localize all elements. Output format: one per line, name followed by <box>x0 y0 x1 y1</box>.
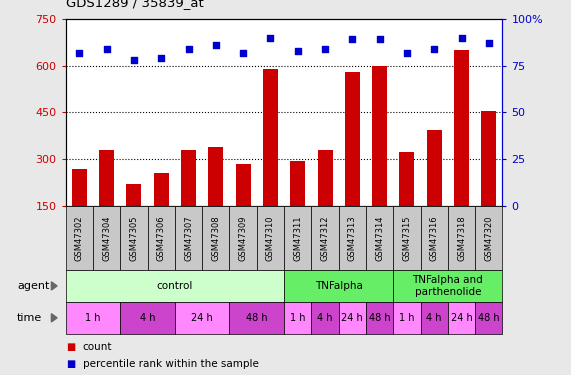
Point <box>375 36 384 42</box>
Text: count: count <box>83 342 112 352</box>
Text: GSM47320: GSM47320 <box>484 215 493 261</box>
Point <box>75 50 84 55</box>
Text: time: time <box>17 313 42 323</box>
Text: percentile rank within the sample: percentile rank within the sample <box>83 359 259 369</box>
Bar <box>72 169 87 206</box>
Text: ■: ■ <box>66 342 75 352</box>
Text: 48 h: 48 h <box>478 313 500 323</box>
Text: 48 h: 48 h <box>246 313 268 323</box>
Text: agent: agent <box>17 281 50 291</box>
Text: GSM47308: GSM47308 <box>211 215 220 261</box>
Bar <box>208 147 223 206</box>
Text: 24 h: 24 h <box>451 313 472 323</box>
Text: GSM47313: GSM47313 <box>348 215 357 261</box>
Bar <box>126 184 142 206</box>
Text: GSM47318: GSM47318 <box>457 215 466 261</box>
Point <box>320 46 329 52</box>
Text: 4 h: 4 h <box>317 313 333 323</box>
Point <box>457 34 466 40</box>
Point <box>429 46 439 52</box>
Bar <box>317 150 332 206</box>
Text: GSM47312: GSM47312 <box>320 215 329 261</box>
Bar <box>154 173 168 206</box>
Point <box>293 48 302 54</box>
Bar <box>400 152 415 206</box>
Text: TNFalpha: TNFalpha <box>315 281 363 291</box>
Bar <box>99 150 114 206</box>
Text: 4 h: 4 h <box>140 313 155 323</box>
Text: 24 h: 24 h <box>341 313 363 323</box>
Point <box>156 55 166 61</box>
Text: GSM47305: GSM47305 <box>130 215 138 261</box>
Point <box>484 40 493 46</box>
Text: ■: ■ <box>66 359 75 369</box>
Text: GSM47309: GSM47309 <box>239 215 248 261</box>
Point <box>239 50 248 55</box>
Text: 1 h: 1 h <box>290 313 305 323</box>
Text: GSM47310: GSM47310 <box>266 215 275 261</box>
Bar <box>236 164 251 206</box>
Bar <box>481 111 496 206</box>
Text: GSM47304: GSM47304 <box>102 215 111 261</box>
Bar <box>372 66 387 206</box>
Point <box>184 46 193 52</box>
Text: 1 h: 1 h <box>399 313 415 323</box>
Text: 4 h: 4 h <box>427 313 442 323</box>
Text: GSM47311: GSM47311 <box>293 215 302 261</box>
Text: TNFalpha and
parthenolide: TNFalpha and parthenolide <box>412 275 483 297</box>
Text: 1 h: 1 h <box>85 313 100 323</box>
Point <box>102 46 111 52</box>
Point <box>130 57 139 63</box>
Point <box>266 34 275 40</box>
Text: GSM47302: GSM47302 <box>75 215 84 261</box>
Text: GSM47316: GSM47316 <box>430 215 439 261</box>
Bar <box>454 50 469 206</box>
Point <box>211 42 220 48</box>
Bar <box>345 72 360 206</box>
Text: 24 h: 24 h <box>191 313 213 323</box>
Text: GSM47315: GSM47315 <box>403 215 412 261</box>
Bar <box>427 130 442 206</box>
Text: GDS1289 / 35839_at: GDS1289 / 35839_at <box>66 0 203 9</box>
Point <box>403 50 412 55</box>
Text: GSM47306: GSM47306 <box>156 215 166 261</box>
Text: 48 h: 48 h <box>369 313 391 323</box>
Point <box>348 36 357 42</box>
Bar <box>263 69 278 206</box>
Text: GSM47307: GSM47307 <box>184 215 193 261</box>
Bar <box>290 161 305 206</box>
Text: control: control <box>156 281 193 291</box>
Text: GSM47314: GSM47314 <box>375 215 384 261</box>
Bar <box>181 150 196 206</box>
